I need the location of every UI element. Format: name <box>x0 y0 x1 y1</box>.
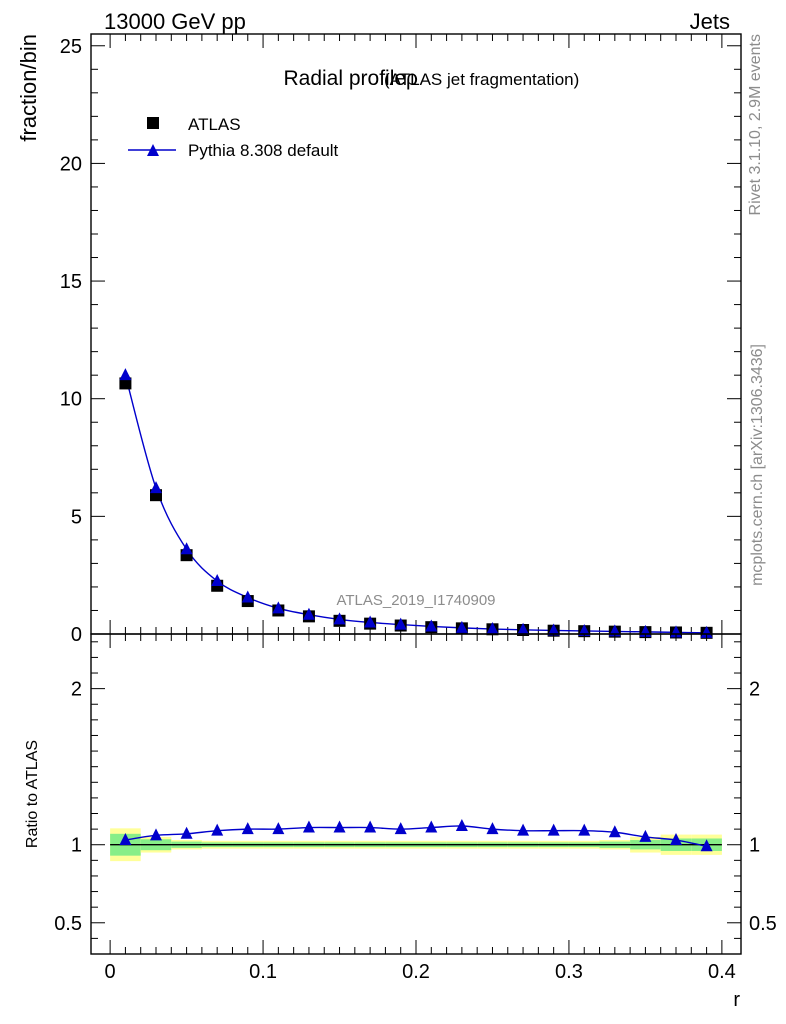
ratio-point <box>272 822 285 835</box>
legend: ATLAS Pythia 8.308 default <box>128 115 339 160</box>
ratio-point <box>394 822 407 835</box>
x-tick-label: 0.1 <box>249 961 277 983</box>
rivet-version-label: Rivet 3.1.10, 2.9M events <box>747 34 764 215</box>
pythia-point <box>364 615 377 628</box>
energy-label: 13000 GeV pp <box>104 9 246 34</box>
ratio-y-tick-label-left: 2 <box>71 679 82 701</box>
pythia-point <box>119 368 132 381</box>
pythia-point <box>578 623 591 636</box>
chart-title: Radial profileρ <box>283 67 418 90</box>
chart-subtitle: (ATLAS jet fragmentation) <box>384 70 579 89</box>
main-y-tick-label: 10 <box>60 389 82 411</box>
pythia-point <box>455 620 468 633</box>
mcplots-label: mcplots.cern.ch [arXiv:1306.3436] <box>749 344 766 586</box>
ratio-point <box>425 820 438 833</box>
ratio-pythia-markers <box>119 819 713 852</box>
ratio-plot-frame <box>90 633 742 955</box>
ratio-point <box>211 823 224 836</box>
main-y-tick-label: 15 <box>60 271 82 293</box>
ratio-y-tick-label-left: 1 <box>71 835 82 857</box>
ratio-point <box>547 823 560 836</box>
main-y-tick-label: 20 <box>60 153 82 175</box>
ratio-y-axis-label: Ratio to ATLAS <box>24 740 41 848</box>
pythia-point <box>272 601 285 614</box>
pythia-point <box>211 574 224 587</box>
pythia-point <box>517 622 530 635</box>
pythia-point <box>394 617 407 630</box>
main-axis-ticks <box>91 34 741 635</box>
x-tick-label: 0.2 <box>402 961 430 983</box>
main-panel: Radial profileρ (ATLAS jet fragmentation… <box>16 33 742 646</box>
pythia-point <box>180 542 193 555</box>
pythia-point <box>425 619 438 632</box>
process-label: Jets <box>690 9 730 34</box>
pythia-point <box>302 607 315 620</box>
ratio-point <box>364 820 377 833</box>
ratio-point <box>455 819 468 831</box>
analysis-watermark: ATLAS_2019_I1740909 <box>336 592 495 609</box>
pythia-point <box>150 481 162 494</box>
ratio-y-tick-label-right: 2 <box>749 679 760 701</box>
legend-atlas-label: ATLAS <box>188 115 241 134</box>
ratio-point <box>180 826 193 839</box>
main-y-tick-labels: 0 5 10 15 20 25 <box>60 36 82 646</box>
x-tick-labels: 0 0.1 0.2 0.3 0.4 <box>105 961 736 983</box>
ratio-y-tick-label-right: 1 <box>749 835 760 857</box>
ratio-point <box>119 833 132 846</box>
x-tick-label: 0.4 <box>708 961 736 983</box>
ratio-point <box>700 839 713 852</box>
ratio-point <box>241 822 254 835</box>
ratio-y-tick-label-right: 0.5 <box>749 913 777 935</box>
legend-pythia-marker <box>147 144 159 156</box>
pythia-point <box>333 612 346 625</box>
ratio-point <box>608 825 621 838</box>
pythia-point <box>700 625 713 638</box>
ratio-point <box>517 823 530 836</box>
ratio-point <box>639 829 652 842</box>
x-axis-label: r <box>733 989 740 1011</box>
ratio-point <box>150 828 162 841</box>
pythia-point <box>547 623 560 636</box>
ratio-point <box>486 822 499 835</box>
main-y-tick-label: 0 <box>71 624 82 646</box>
legend-pythia-label: Pythia 8.308 default <box>188 141 339 160</box>
main-y-tick-label: 25 <box>60 36 82 58</box>
pythia-point <box>486 622 499 635</box>
ratio-point <box>578 823 591 836</box>
pythia-point <box>241 590 254 603</box>
ratio-y-tick-label-left: 0.5 <box>54 913 82 935</box>
x-tick-label: 0 <box>105 961 116 983</box>
ratio-y-tick-labels: 0.5 0.5 1 1 2 2 <box>54 679 777 935</box>
ratio-panel: 0.5 0.51 12 2 0 0.1 0.2 0.3 0.4 Ratio to ATLAS … <box>24 633 777 1011</box>
main-y-axis-label: fraction/bin <box>16 34 41 142</box>
legend-atlas-marker <box>147 117 159 129</box>
ratio-axis-ticks <box>91 634 741 954</box>
main-y-tick-label: 5 <box>71 506 82 528</box>
atlas-point <box>119 377 132 390</box>
x-tick-label: 0.3 <box>555 961 583 983</box>
ratio-point <box>302 820 315 833</box>
ratio-point <box>670 833 682 846</box>
ratio-point <box>333 820 346 833</box>
